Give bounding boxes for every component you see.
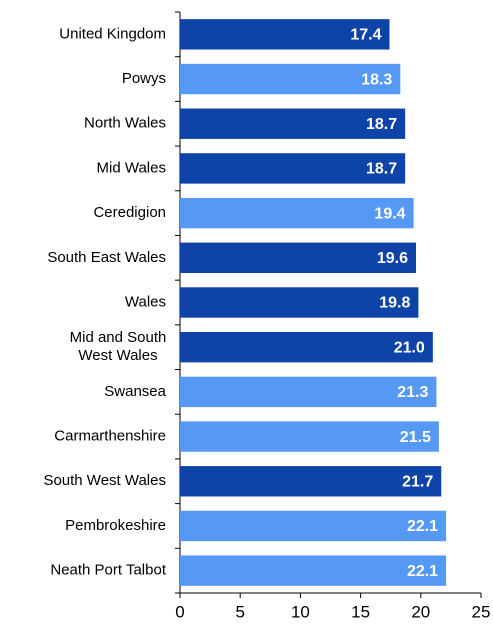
bar [180, 242, 416, 274]
y-tick-label: Ceredigion [93, 204, 166, 221]
bar [180, 510, 447, 542]
y-tick-label: United Kingdom [59, 25, 166, 42]
y-tick-label: Mid Wales [97, 159, 166, 176]
value-label: 18.7 [366, 161, 397, 178]
y-tick-label: Mid and South West Wales [70, 329, 167, 364]
y-tick-label: North Wales [84, 115, 166, 132]
x-tick-label: 25 [472, 602, 491, 621]
value-label: 18.7 [366, 116, 397, 133]
value-label: 19.6 [377, 250, 408, 267]
bar [180, 287, 419, 318]
value-label: 21.7 [402, 473, 433, 490]
y-tick-label: Pembrokeshire [65, 517, 166, 534]
x-tick-label: 15 [351, 602, 370, 621]
y-tick-label-line: Mid and South [70, 329, 167, 346]
x-tick-label: 20 [411, 602, 430, 621]
bar [180, 63, 401, 95]
value-label: 17.4 [350, 27, 381, 44]
bar [180, 19, 390, 50]
bar [180, 153, 406, 184]
y-tick-label: Swansea [104, 383, 166, 400]
x-tick-label: 10 [291, 602, 310, 621]
bar [180, 376, 437, 408]
bar [180, 108, 406, 139]
value-label: 19.4 [374, 205, 405, 222]
x-tick-label: 5 [235, 602, 244, 621]
x-tick-label: 0 [175, 602, 184, 621]
value-label: 21.0 [394, 339, 425, 356]
value-label: 22.1 [407, 518, 438, 535]
bar [180, 331, 433, 363]
bar [180, 421, 439, 452]
y-tick-label: Carmarthenshire [54, 428, 166, 445]
y-tick-label: Powys [122, 70, 166, 87]
bar [180, 197, 414, 229]
y-tick-label: South West Wales [43, 472, 166, 489]
y-tick-label: South East Wales [47, 249, 166, 266]
value-label: 21.5 [400, 429, 431, 446]
value-label: 21.3 [397, 384, 428, 401]
value-label: 18.3 [361, 71, 392, 88]
y-tick-label-line: West Wales [78, 347, 157, 364]
value-label: 19.8 [379, 295, 410, 312]
y-tick-label: Neath Port Talbot [50, 562, 166, 579]
y-tick-label: Wales [125, 293, 166, 310]
value-label: 22.1 [407, 563, 438, 580]
bar [180, 555, 447, 586]
bar [180, 466, 442, 497]
